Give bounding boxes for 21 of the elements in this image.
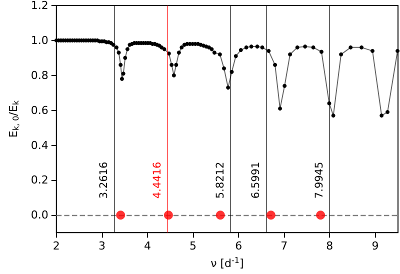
y-tick-label: 1.0: [30, 34, 48, 47]
x-tick-label: 9: [372, 240, 379, 253]
ref-line-label: 3.2616: [98, 162, 110, 199]
x-tick-label: 3: [98, 240, 106, 253]
ref-line-label: 5.8212: [214, 162, 226, 199]
y-tick-label: 0.4: [30, 138, 48, 152]
y-axis-title: Ek, 0/Ek: [7, 100, 20, 138]
y-tick-label: 0.6: [30, 104, 48, 117]
x-tick-label: 8: [326, 240, 334, 253]
ref-line-label: 4.4416: [152, 162, 164, 199]
y-tick-label: 0.2: [30, 174, 48, 187]
ref-line-label: 7.9945: [313, 162, 326, 199]
y-tick-label: 0.0: [30, 208, 48, 222]
x-tick-label: 7: [280, 240, 288, 253]
x-tick-label: 2: [52, 240, 60, 253]
y-tick-label: 0.8: [30, 68, 48, 82]
y-tick-label: 1.2: [30, 0, 48, 12]
x-tick-label: 6: [235, 240, 242, 253]
x-tick-label: 4: [144, 240, 151, 253]
x-tick-label: 5: [190, 240, 197, 253]
ref-line-label: 6.5991: [250, 162, 262, 199]
